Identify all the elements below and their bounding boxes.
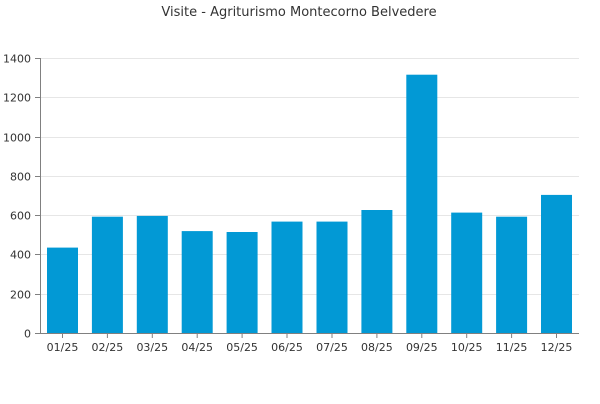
x-tick-label: 09/25 <box>406 341 438 354</box>
bar-02-25 <box>91 216 123 333</box>
bar-10-25 <box>451 212 483 333</box>
chart-title: Visite - Agriturismo Montecorno Belveder… <box>161 5 436 20</box>
x-tick-label: 02/25 <box>92 341 124 354</box>
bar-12-25 <box>541 194 572 333</box>
x-tick-label: 04/25 <box>181 341 213 354</box>
x-tick-label: 12/25 <box>541 341 573 354</box>
bar-11-25 <box>496 216 528 333</box>
x-tick-label: 10/25 <box>451 341 483 354</box>
y-tick-label: 0 <box>24 328 31 341</box>
y-tick-label: 1200 <box>3 92 31 105</box>
bar-08-25 <box>361 210 393 333</box>
y-tick-label: 1000 <box>3 132 31 145</box>
gridlines <box>40 58 579 295</box>
bar-03-25 <box>136 215 168 333</box>
bar-09-25 <box>406 74 438 333</box>
axes <box>40 58 579 334</box>
y-axis-ticks: 0 200 400 600 800 1000 1200 1400 <box>3 53 40 341</box>
y-tick-label: 600 <box>10 210 31 223</box>
y-tick-label: 800 <box>10 171 31 184</box>
x-tick-label: 03/25 <box>136 341 168 354</box>
bars <box>47 74 572 333</box>
x-tick-label: 07/25 <box>316 341 348 354</box>
x-tick-label: 05/25 <box>226 341 258 354</box>
y-tick-label: 1400 <box>3 53 31 66</box>
x-axis-ticks: 01/25 02/25 03/25 04/25 05/25 06/25 07/25 08/25… <box>47 333 573 354</box>
y-tick-label: 200 <box>10 289 31 302</box>
x-tick-label: 01/25 <box>47 341 79 354</box>
bar-05-25 <box>226 232 258 333</box>
x-tick-label: 08/25 <box>361 341 393 354</box>
bar-07-25 <box>316 221 348 333</box>
x-tick-label: 11/25 <box>496 341 528 354</box>
bar-04-25 <box>181 231 213 333</box>
x-tick-label: 06/25 <box>271 341 303 354</box>
y-tick-label: 400 <box>10 249 31 262</box>
bar-01-25 <box>47 247 78 333</box>
bar-06-25 <box>271 221 303 333</box>
